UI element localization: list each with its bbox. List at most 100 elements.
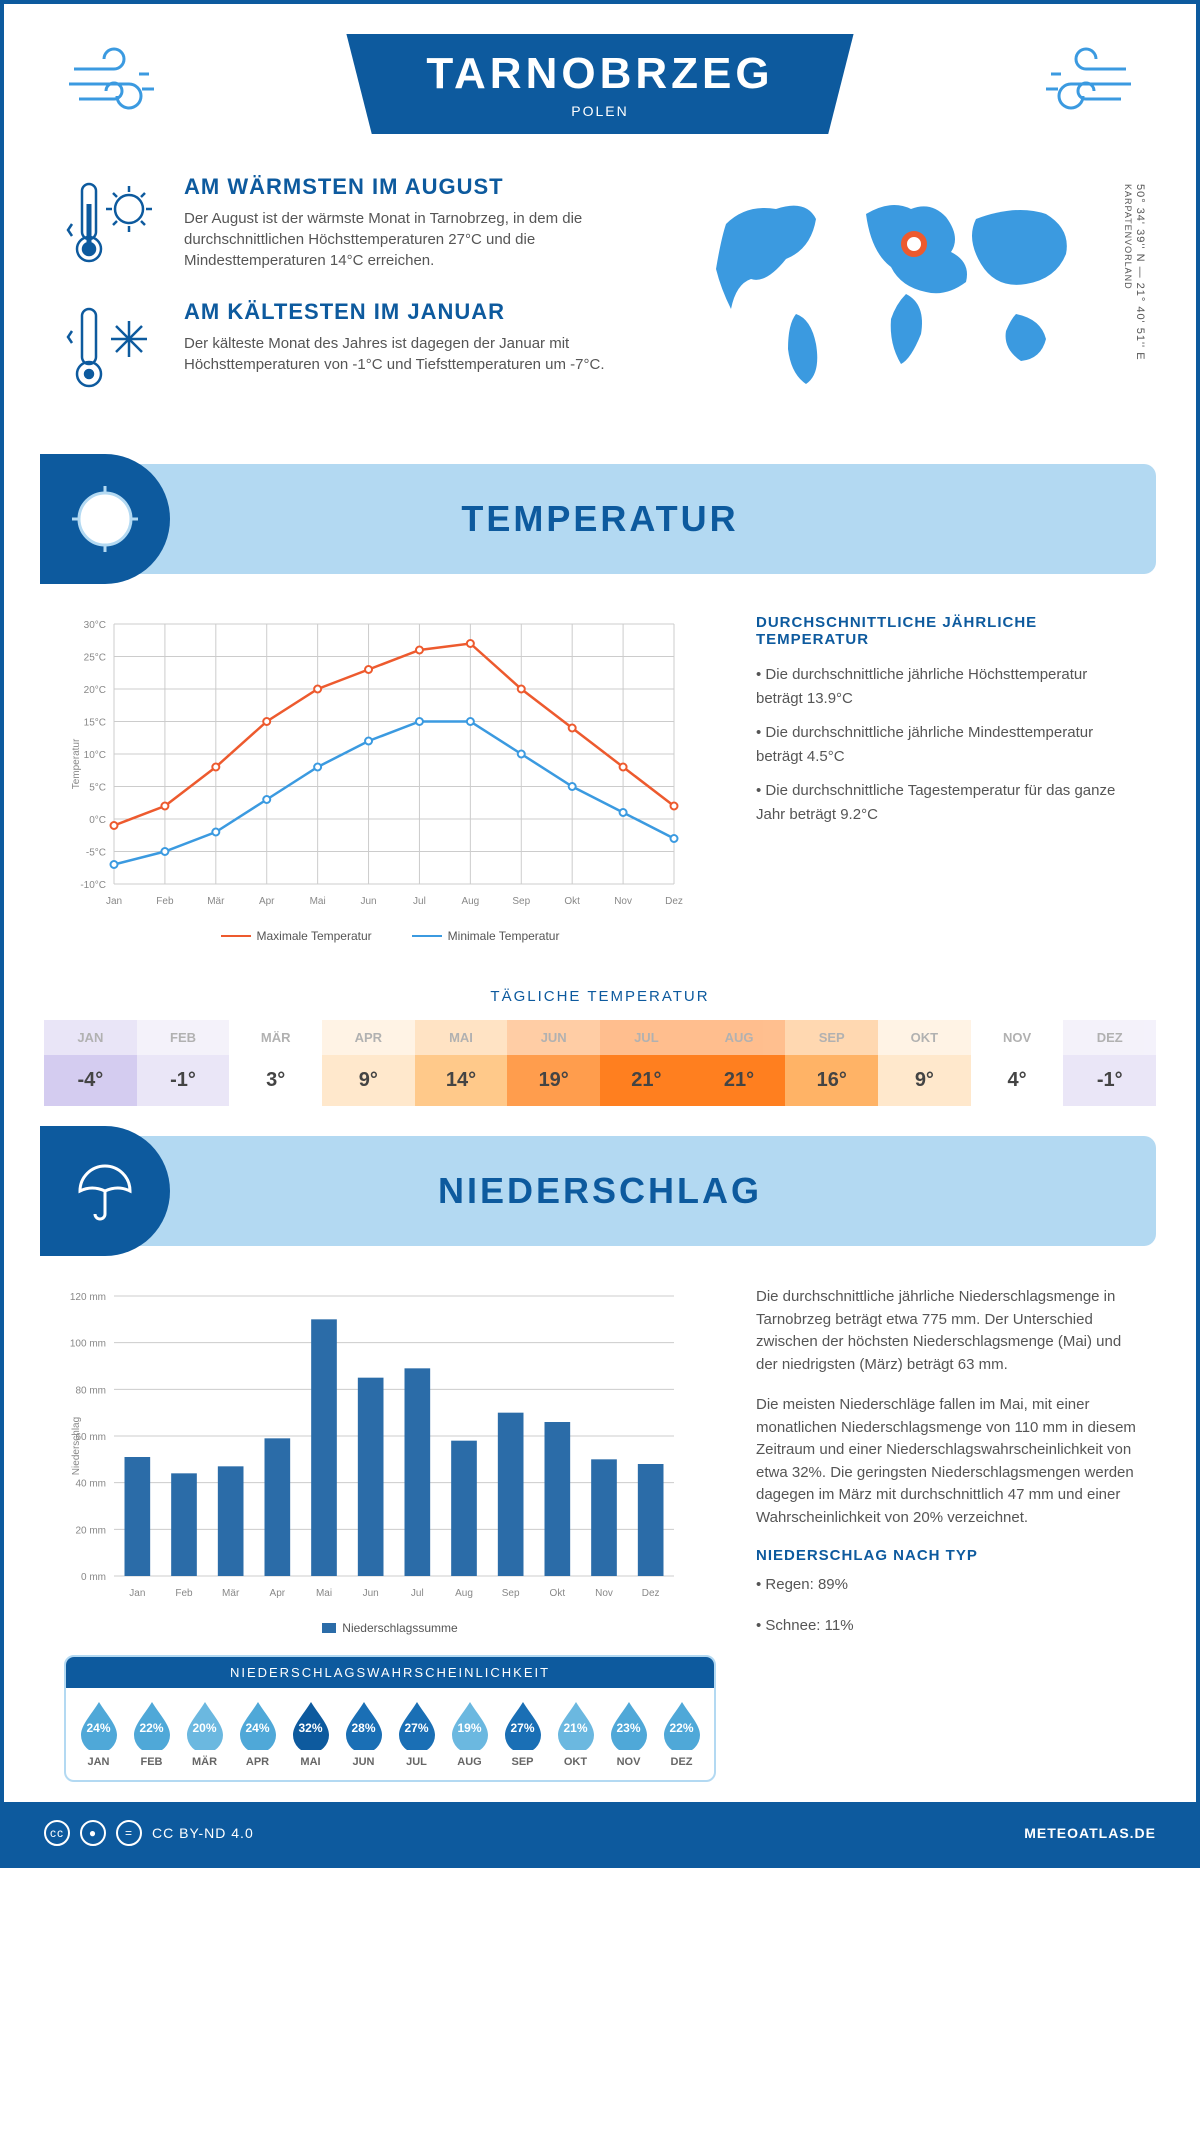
prob-drop: 20%MÄR (180, 1700, 229, 1768)
svg-text:Dez: Dez (665, 896, 683, 907)
svg-text:80 mm: 80 mm (75, 1385, 106, 1396)
country-sub: POLEN (426, 103, 773, 119)
cold-fact: AM KÄLTESTEN IM JANUAR Der kälteste Mona… (64, 299, 666, 399)
daily-cell: MÄR3° (229, 1020, 322, 1106)
svg-text:Okt: Okt (550, 1588, 566, 1599)
daily-cell: APR9° (322, 1020, 415, 1106)
prob-drop: 21%OKT (551, 1700, 600, 1768)
prob-drop: 28%JUN (339, 1700, 388, 1768)
svg-text:100 mm: 100 mm (70, 1339, 106, 1350)
cold-title: AM KÄLTESTEN IM JANUAR (184, 299, 666, 325)
daily-cell: JUL21° (600, 1020, 693, 1106)
daily-cell: NOV4° (971, 1020, 1064, 1106)
daily-cell: SEP16° (785, 1020, 878, 1106)
temp-heading: TEMPERATUR (461, 498, 738, 540)
title-banner: TARNOBRZEG POLEN (346, 34, 853, 134)
prob-drop: 19%AUG (445, 1700, 494, 1768)
temp-legend: Maximale Temperatur Minimale Temperatur (64, 929, 716, 943)
svg-text:5°C: 5°C (89, 783, 106, 794)
svg-text:Okt: Okt (564, 896, 580, 907)
prob-drop: 32%MAI (286, 1700, 335, 1768)
daily-temp-title: TÄGLICHE TEMPERATUR (4, 988, 1196, 1005)
svg-text:15°C: 15°C (84, 718, 106, 729)
svg-text:0 mm: 0 mm (81, 1572, 106, 1583)
svg-text:30°C: 30°C (84, 620, 106, 631)
umbrella-icon (70, 1156, 140, 1226)
probability-box: NIEDERSCHLAGSWAHRSCHEINLICHKEIT 24%JAN 22… (64, 1655, 716, 1782)
svg-text:-5°C: -5°C (86, 848, 106, 859)
precip-legend: Niederschlagssumme (64, 1621, 716, 1635)
svg-text:Jun: Jun (363, 1588, 379, 1599)
world-map: 50° 34' 39'' N — 21° 40' 51'' EKARPATENV… (696, 174, 1136, 424)
svg-text:Jan: Jan (129, 1588, 145, 1599)
svg-text:Nov: Nov (614, 896, 632, 907)
sun-icon (70, 484, 140, 554)
prob-drop: 22%DEZ (657, 1700, 706, 1768)
license-text: CC BY-ND 4.0 (152, 1825, 254, 1841)
intro-section: AM WÄRMSTEN IM AUGUST Der August ist der… (4, 154, 1196, 444)
svg-text:40 mm: 40 mm (75, 1479, 106, 1490)
svg-text:25°C: 25°C (84, 653, 106, 664)
daily-temp-grid: JAN-4°FEB-1°MÄR3°APR9°MAI14°JUN19°JUL21°… (44, 1020, 1156, 1106)
city-title: TARNOBRZEG (426, 49, 773, 99)
thermometer-sun-icon (64, 174, 164, 274)
svg-text:Nov: Nov (595, 1588, 613, 1599)
prob-drop: 27%JUL (392, 1700, 441, 1768)
svg-text:Mai: Mai (316, 1588, 332, 1599)
cc-icon: cc (44, 1820, 70, 1846)
temp-info-title: DURCHSCHNITTLICHE JÄHRLICHE TEMPERATUR (756, 614, 1136, 648)
thermometer-snow-icon (64, 299, 164, 399)
svg-text:Mai: Mai (310, 896, 326, 907)
svg-text:120 mm: 120 mm (70, 1292, 106, 1303)
svg-text:Jun: Jun (360, 896, 376, 907)
temp-info: DURCHSCHNITTLICHE JÄHRLICHE TEMPERATUR •… (756, 614, 1136, 943)
prob-drop: 23%NOV (604, 1700, 653, 1768)
warm-fact: AM WÄRMSTEN IM AUGUST Der August ist der… (64, 174, 666, 274)
footer: cc ● = CC BY-ND 4.0 METEOATLAS.DE (4, 1802, 1196, 1864)
svg-text:-10°C: -10°C (80, 880, 106, 891)
prob-drop: 24%JAN (74, 1700, 123, 1768)
nd-icon: = (116, 1820, 142, 1846)
prob-title: NIEDERSCHLAGSWAHRSCHEINLICHKEIT (66, 1657, 714, 1688)
svg-text:20 mm: 20 mm (75, 1525, 106, 1536)
svg-text:Jul: Jul (411, 1588, 424, 1599)
warm-title: AM WÄRMSTEN IM AUGUST (184, 174, 666, 200)
svg-text:0°C: 0°C (89, 815, 106, 826)
daily-cell: DEZ-1° (1063, 1020, 1156, 1106)
svg-text:Aug: Aug (455, 1588, 473, 1599)
daily-cell: OKT9° (878, 1020, 971, 1106)
svg-text:Mär: Mär (222, 1588, 240, 1599)
svg-text:Apr: Apr (270, 1588, 286, 1599)
wind-icon-left (64, 44, 184, 124)
svg-text:Sep: Sep (502, 1588, 520, 1599)
svg-text:Mär: Mär (207, 896, 225, 907)
precip-section-header: NIEDERSCHLAG (44, 1136, 1156, 1246)
precip-type-title: NIEDERSCHLAG NACH TYP (756, 1547, 1136, 1564)
warm-text: Der August ist der wärmste Monat in Tarn… (184, 208, 666, 271)
svg-text:Jan: Jan (106, 896, 122, 907)
svg-text:Aug: Aug (461, 896, 479, 907)
coords-text: 50° 34' 39'' N — 21° 40' 51'' EKARPATENV… (1122, 184, 1146, 361)
site-name: METEOATLAS.DE (1024, 1825, 1156, 1841)
daily-cell: FEB-1° (137, 1020, 230, 1106)
svg-text:Feb: Feb (175, 1588, 193, 1599)
temperature-chart: -10°C -5°C 0°C 5°C 10°C 15°C 20°C 25°C 30°C Jan Fe… (64, 614, 716, 943)
svg-text:Feb: Feb (156, 896, 174, 907)
wind-icon-right (1016, 44, 1136, 124)
daily-cell: JAN-4° (44, 1020, 137, 1106)
precip-info: Die durchschnittliche jährliche Niedersc… (756, 1286, 1136, 1782)
svg-text:Niederschlag: Niederschlag (71, 1417, 82, 1475)
daily-cell: MAI14° (415, 1020, 508, 1106)
svg-text:Dez: Dez (642, 1588, 660, 1599)
temp-section-header: TEMPERATUR (44, 464, 1156, 574)
prob-drop: 24%APR (233, 1700, 282, 1768)
svg-text:Sep: Sep (512, 896, 530, 907)
by-icon: ● (80, 1820, 106, 1846)
prob-drop: 27%SEP (498, 1700, 547, 1768)
svg-text:Temperatur: Temperatur (71, 738, 82, 789)
daily-cell: AUG21° (693, 1020, 786, 1106)
precip-heading: NIEDERSCHLAG (438, 1170, 762, 1212)
cold-text: Der kälteste Monat des Jahres ist dagege… (184, 333, 666, 375)
svg-text:10°C: 10°C (84, 750, 106, 761)
svg-text:20°C: 20°C (84, 685, 106, 696)
